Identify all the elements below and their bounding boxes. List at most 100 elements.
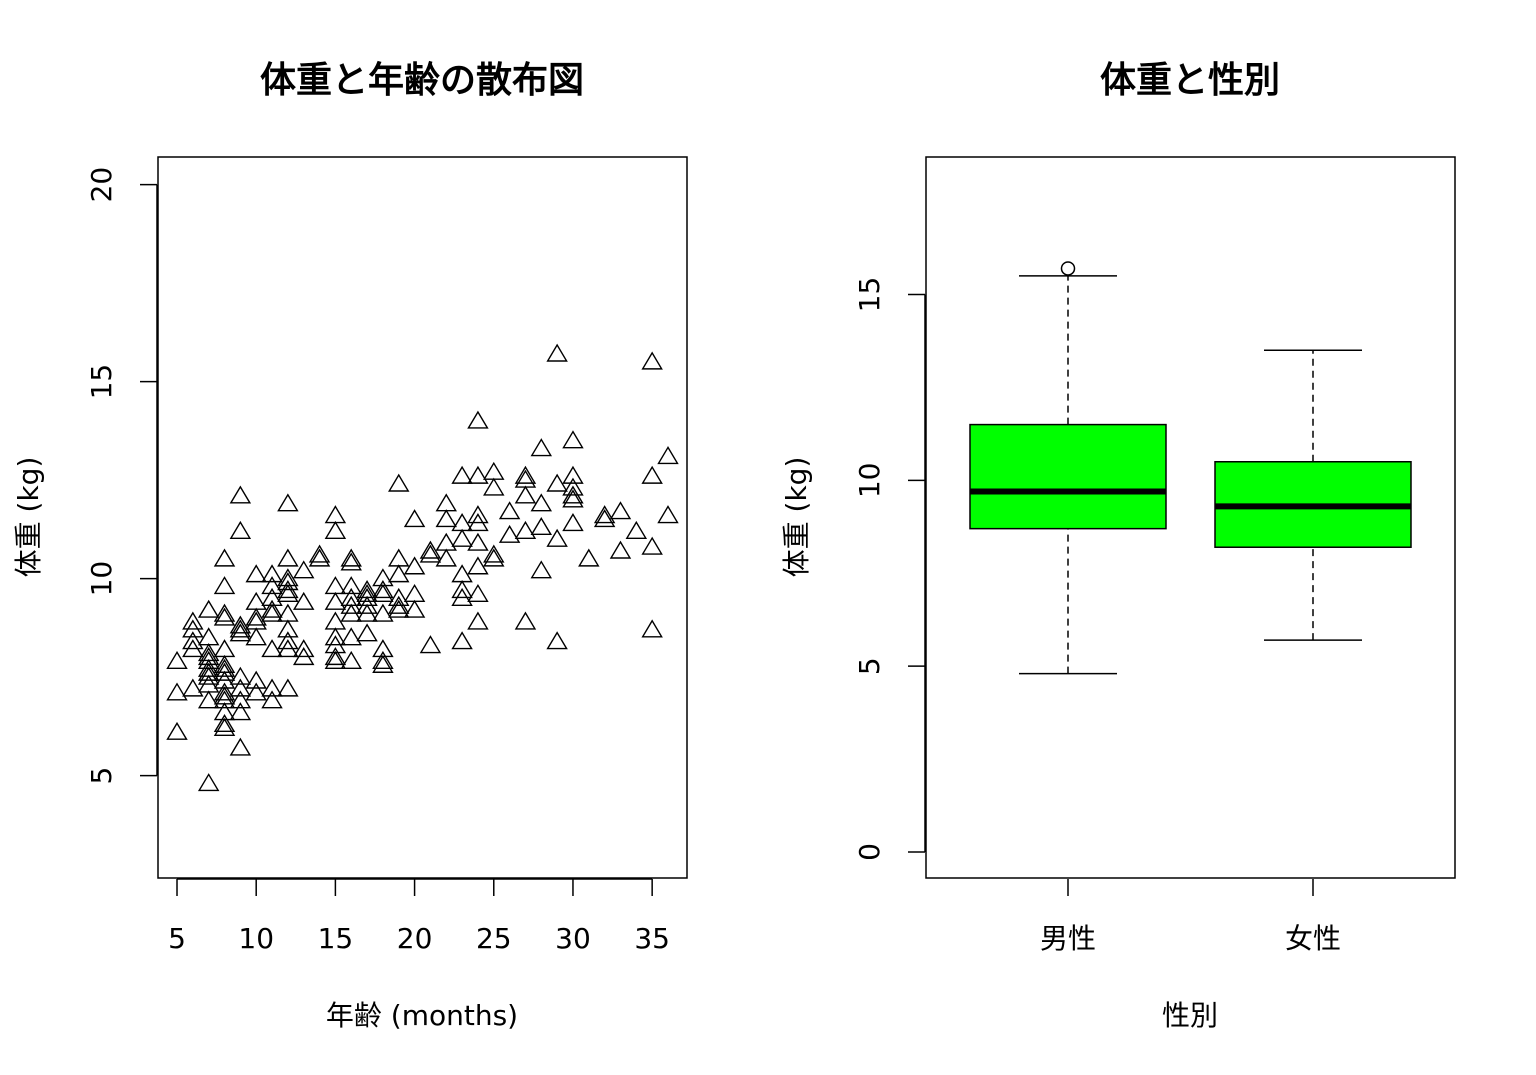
scatter-point — [593, 509, 616, 528]
scatter-point — [213, 603, 236, 622]
scatter-point — [514, 469, 537, 488]
scatter-point — [435, 532, 457, 551]
scatter-point — [467, 410, 489, 429]
scatter-point — [641, 465, 663, 484]
scatter-point — [388, 564, 410, 583]
scatter-point — [197, 643, 220, 662]
scatter-point — [229, 690, 252, 709]
boxplot-outlier — [1060, 261, 1076, 276]
scatter-point — [593, 505, 616, 524]
scatter-point — [562, 489, 584, 508]
scatter-point — [657, 505, 679, 524]
scatter-point — [261, 639, 283, 658]
scatter-point — [419, 540, 442, 559]
scatter-x-label: 年齢 (months) — [326, 999, 518, 1032]
scatter-point — [451, 513, 473, 532]
scatter-point — [546, 528, 568, 547]
scatter-point — [229, 678, 252, 697]
scatter-point — [324, 576, 347, 595]
scatter-point — [213, 686, 236, 705]
scatter-point — [340, 627, 362, 646]
scatter-point — [467, 611, 489, 630]
scatter-point — [277, 548, 299, 567]
scatter-point — [261, 599, 283, 618]
scatter-point — [213, 713, 236, 733]
scatter-point — [562, 465, 584, 484]
scatter-point — [213, 548, 236, 567]
scatter-point — [467, 505, 489, 524]
scatter-point — [451, 580, 473, 599]
scatter-point — [324, 627, 347, 646]
scatter-point — [483, 477, 505, 496]
scatter-point — [277, 619, 299, 638]
boxplot-boxes — [969, 261, 1412, 675]
scatter-x-tick-label: 20 — [397, 922, 433, 955]
scatter-point — [292, 639, 315, 658]
boxplot-y-label: 体重 (kg) — [780, 457, 813, 578]
scatter-point — [388, 473, 410, 492]
scatter-point — [213, 639, 236, 658]
scatter-x-tick-label: 5 — [168, 922, 186, 955]
scatter-point — [435, 493, 457, 512]
scatter-point — [277, 493, 299, 512]
scatter-point — [356, 623, 378, 642]
scatter-y-tick-label: 20 — [85, 167, 118, 203]
scatter-point — [197, 646, 220, 666]
scatter-point — [356, 580, 378, 599]
scatter-point — [546, 631, 568, 650]
scatter-point — [197, 599, 220, 618]
scatter-point — [467, 583, 489, 603]
scatter-point — [324, 646, 347, 666]
scatter-point — [340, 548, 362, 567]
scatter-x-tick-label: 35 — [634, 922, 670, 955]
scatter-point — [467, 532, 489, 551]
scatter-point — [277, 678, 299, 697]
scatter-x-axis: 5 10 15 20 25 30 35 — [168, 878, 670, 955]
scatter-point — [340, 650, 362, 670]
scatter-point — [229, 485, 252, 504]
scatter-point — [403, 583, 426, 603]
scatter-point — [340, 587, 362, 606]
scatter-point — [451, 564, 473, 583]
scatter-point — [277, 568, 299, 587]
scatter-point — [213, 576, 236, 595]
scatter-point — [261, 564, 283, 583]
boxplot-y-tick-label: 0 — [853, 843, 886, 861]
scatter-point — [514, 465, 537, 484]
scatter-point — [609, 501, 632, 520]
scatter-point — [498, 501, 521, 520]
scatter-point — [372, 654, 394, 673]
boxplot-x-tick-label: 男性 — [1040, 922, 1096, 955]
scatter-point — [562, 513, 584, 532]
scatter-point — [213, 607, 236, 626]
scatter-point — [388, 599, 410, 618]
scatter-point — [213, 658, 236, 677]
scatter-point — [403, 509, 426, 528]
scatter-point — [245, 611, 267, 630]
scatter-point — [292, 560, 315, 579]
boxplot-panel: 体重と性別 男性 女性 0 5 10 15 性別 体重 (kg) — [780, 60, 1456, 1032]
boxplot-box — [969, 423, 1167, 530]
scatter-x-tick-label: 30 — [555, 922, 591, 955]
boxplot-y-axis: 0 5 10 15 — [853, 277, 926, 861]
scatter-point — [657, 446, 679, 465]
scatter-point — [261, 576, 283, 595]
scatter-point — [530, 493, 553, 512]
boxplot-plot-frame — [925, 156, 1456, 879]
scatter-point — [340, 576, 362, 595]
scatter-point — [530, 516, 553, 536]
scatter-point — [308, 548, 331, 567]
scatter-y-label: 体重 (kg) — [12, 457, 45, 578]
boxplot-x-label: 性別 — [1162, 999, 1218, 1032]
scatter-point — [261, 587, 283, 606]
scatter-point — [277, 583, 299, 603]
scatter-point — [372, 650, 394, 670]
scatter-point — [245, 564, 267, 583]
boxplot-x-tick-label: 女性 — [1285, 922, 1341, 955]
scatter-point — [213, 717, 236, 736]
scatter-point — [530, 560, 553, 579]
scatter-title: 体重と年齢の散布図 — [260, 60, 584, 101]
scatter-point — [356, 583, 378, 603]
scatter-point — [182, 678, 204, 697]
